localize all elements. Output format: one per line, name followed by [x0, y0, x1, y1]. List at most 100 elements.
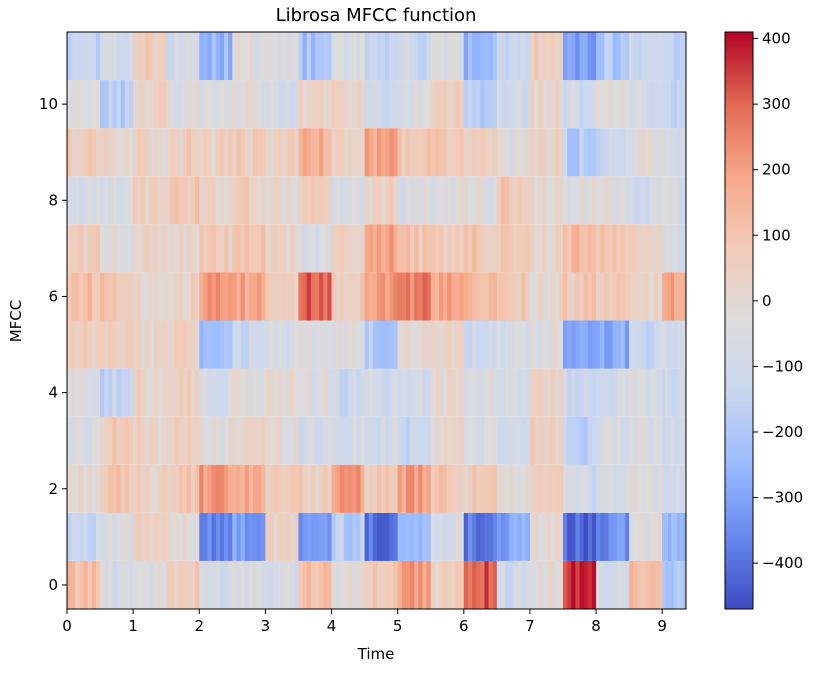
x-tick-label: 5 — [393, 617, 403, 635]
heatmap-cell — [439, 512, 444, 561]
heatmap-cell — [517, 224, 523, 273]
heatmap-cell — [674, 368, 678, 417]
heatmap-cell — [306, 512, 312, 561]
heatmap-cell — [364, 320, 370, 369]
heatmap-cell — [116, 368, 122, 417]
heatmap-cell — [616, 32, 622, 81]
heatmap-cell — [567, 224, 572, 273]
heatmap-cell — [108, 128, 114, 177]
heatmap-cell — [451, 176, 457, 225]
heatmap-cell — [120, 176, 126, 225]
heatmap-cell — [447, 272, 452, 321]
heatmap-cell — [434, 32, 440, 81]
heatmap-cell — [546, 368, 552, 417]
heatmap-cell — [224, 176, 229, 225]
heatmap-cell — [232, 224, 238, 273]
heatmap-cell — [496, 512, 502, 561]
heatmap-cell — [405, 272, 411, 321]
heatmap-cell — [596, 128, 601, 177]
heatmap-cell — [513, 176, 519, 225]
heatmap-cell — [120, 512, 126, 561]
heatmap-cell — [306, 560, 312, 609]
heatmap-cell — [480, 80, 486, 129]
heatmap-cell — [467, 416, 473, 465]
heatmap-cell — [389, 320, 395, 369]
heatmap-cell — [463, 464, 469, 513]
heatmap-cell — [414, 464, 419, 513]
heatmap-cell — [67, 320, 72, 369]
heatmap-cell — [542, 80, 548, 129]
heatmap-cell — [410, 560, 415, 609]
heatmap-cell — [191, 80, 196, 129]
heatmap-cell — [658, 176, 663, 225]
heatmap-cell — [215, 560, 221, 609]
heatmap-cell — [430, 560, 436, 609]
heatmap-cell — [575, 128, 581, 177]
heatmap-cell — [323, 320, 328, 369]
heatmap-cell — [546, 128, 552, 177]
heatmap-cell — [236, 176, 242, 225]
heatmap-cell — [224, 320, 229, 369]
heatmap-cell — [649, 416, 655, 465]
heatmap-cell — [240, 32, 246, 81]
heatmap-cell — [517, 320, 523, 369]
heatmap-cell — [253, 224, 258, 273]
heatmap-cell — [467, 560, 473, 609]
heatmap-cell — [418, 464, 424, 513]
heatmap-cell — [467, 464, 473, 513]
heatmap-cell — [71, 368, 76, 417]
heatmap-cell — [680, 560, 684, 609]
heatmap-cell — [680, 224, 684, 273]
heatmap-cell — [484, 464, 490, 513]
heatmap-cell — [182, 272, 188, 321]
heatmap-cell — [674, 416, 678, 465]
heatmap-cell — [286, 80, 291, 129]
heatmap-cell — [182, 464, 188, 513]
heatmap-cell — [671, 416, 675, 465]
heatmap-cell — [521, 32, 527, 81]
heatmap-cell — [273, 176, 279, 225]
heatmap-cell — [459, 416, 465, 465]
heatmap-cell — [228, 368, 233, 417]
heatmap-cell — [430, 128, 436, 177]
heatmap-cell — [273, 272, 279, 321]
heatmap-cell — [343, 224, 349, 273]
heatmap-cell — [178, 128, 184, 177]
heatmap-cell — [310, 464, 316, 513]
heatmap-cell — [571, 272, 576, 321]
heatmap-cell — [129, 32, 134, 81]
heatmap-cell — [219, 512, 225, 561]
heatmap-cell — [368, 32, 374, 81]
heatmap-cell — [612, 32, 618, 81]
heatmap-cell — [600, 368, 605, 417]
heatmap-cell — [509, 176, 514, 225]
heatmap-cell — [228, 320, 233, 369]
heatmap-cell — [645, 224, 651, 273]
heatmap-cell — [662, 32, 666, 81]
heatmap-cell — [641, 416, 647, 465]
heatmap-cell — [186, 512, 192, 561]
heatmap-cell — [137, 272, 142, 321]
heatmap-cell — [463, 512, 469, 561]
heatmap-cell — [509, 80, 514, 129]
heatmap-cell — [352, 80, 357, 129]
heatmap-cell — [257, 512, 262, 561]
heatmap-cell — [680, 368, 684, 417]
heatmap-cell — [683, 368, 686, 417]
heatmap-cell — [554, 128, 560, 177]
heatmap-cell — [430, 416, 436, 465]
heatmap-cell — [620, 560, 626, 609]
heatmap-cell — [385, 272, 390, 321]
heatmap-cell — [447, 224, 452, 273]
heatmap-cell — [248, 320, 254, 369]
heatmap-cell — [170, 80, 176, 129]
heatmap-cell — [662, 416, 666, 465]
heatmap-cell — [149, 224, 155, 273]
heatmap-cell — [157, 368, 163, 417]
heatmap-cell — [108, 272, 114, 321]
heatmap-cell — [683, 272, 686, 321]
heatmap-cell — [567, 368, 572, 417]
heatmap-cell — [162, 32, 167, 81]
heatmap-cell — [75, 560, 80, 609]
heatmap-cell — [410, 416, 415, 465]
